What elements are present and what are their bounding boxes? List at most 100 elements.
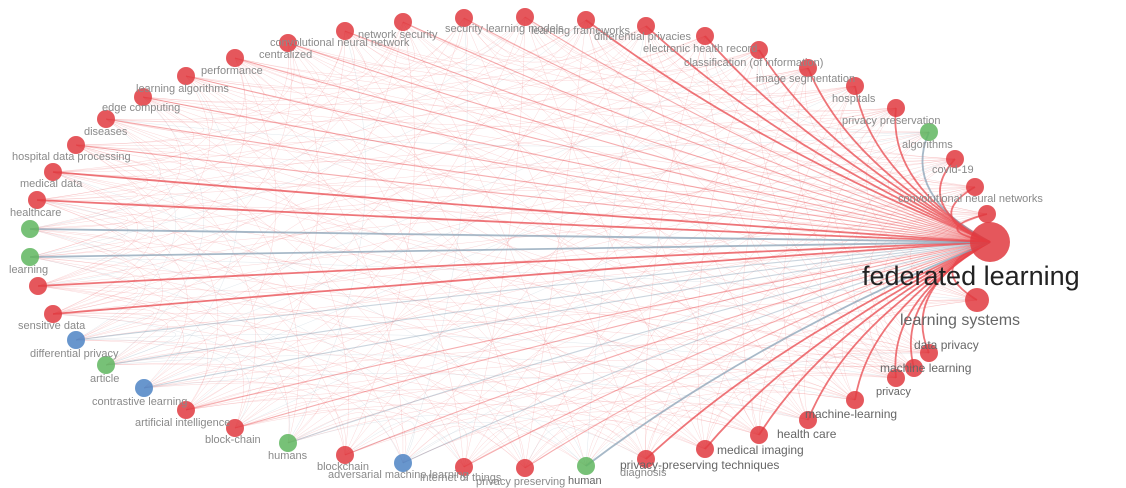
network-edge	[234, 16, 526, 429]
network-edge	[105, 118, 256, 429]
node-hos[interactable]	[846, 77, 864, 95]
network-edge	[524, 427, 587, 469]
network-edge	[29, 256, 856, 401]
node-ls[interactable]	[965, 288, 989, 312]
node-dg[interactable]	[637, 450, 655, 468]
node-is[interactable]	[799, 59, 817, 77]
node-aml[interactable]	[394, 454, 412, 472]
node-lm[interactable]	[516, 8, 534, 26]
node-label-perf: performance	[201, 65, 263, 77]
network-edge	[645, 25, 930, 354]
network-edge	[105, 118, 991, 243]
network-edge	[463, 17, 587, 59]
node-hdp[interactable]	[67, 136, 85, 154]
network-edge	[402, 21, 809, 421]
network-edge	[37, 285, 809, 421]
node-ehr[interactable]	[696, 27, 714, 45]
network-edge	[105, 30, 346, 366]
node-bc[interactable]	[336, 446, 354, 464]
network-edge	[820, 361, 897, 401]
network-edge	[645, 107, 897, 460]
node-cnn[interactable]	[336, 22, 354, 40]
node-u1[interactable]	[29, 277, 47, 295]
network-edge	[344, 420, 415, 464]
node-ec[interactable]	[134, 88, 152, 106]
network-edge	[29, 256, 647, 460]
node-hu[interactable]	[577, 457, 595, 475]
node-bch[interactable]	[226, 419, 244, 437]
node-ns[interactable]	[394, 13, 412, 31]
network-edge	[29, 16, 526, 230]
network-edge	[185, 75, 349, 456]
hub-edge	[143, 241, 991, 389]
node-cov[interactable]	[946, 150, 964, 168]
network-edge	[142, 96, 300, 444]
node-u2[interactable]	[28, 191, 46, 209]
network-edge	[36, 199, 915, 369]
node-dis[interactable]	[97, 110, 115, 128]
network-edge	[287, 42, 760, 82]
network-edge	[841, 213, 988, 401]
network-edge	[142, 96, 526, 469]
node-label-ppt: privacy-preserving techniques	[620, 458, 779, 472]
node-la[interactable]	[177, 67, 195, 85]
node-pp[interactable]	[516, 459, 534, 477]
node-cen[interactable]	[279, 34, 297, 52]
network-edge	[105, 118, 465, 468]
network-edge	[234, 57, 647, 460]
network-edge	[29, 30, 346, 258]
hub-edge	[29, 228, 991, 243]
network-edge	[524, 424, 647, 469]
node-label-cnn: convolutional neural network	[270, 37, 410, 49]
node-cnns[interactable]	[966, 178, 984, 196]
network-edge	[524, 391, 856, 469]
network-edge	[185, 213, 988, 411]
network-edge	[585, 19, 915, 369]
node-cl[interactable]	[135, 379, 153, 397]
node-iot[interactable]	[455, 458, 473, 476]
network-edge	[52, 171, 976, 192]
node-sd[interactable]	[44, 305, 62, 323]
network-edge	[185, 389, 760, 436]
node-mlh[interactable]	[846, 391, 864, 409]
node-ml[interactable]	[905, 359, 923, 377]
network-edge	[75, 42, 292, 341]
node-ar[interactable]	[97, 356, 115, 374]
node-dpr[interactable]	[637, 17, 655, 35]
node-u3[interactable]	[978, 205, 996, 223]
network-edge	[29, 228, 146, 341]
network-edge	[37, 285, 587, 467]
node-alg[interactable]	[920, 123, 938, 141]
node-le[interactable]	[21, 248, 39, 266]
node-mi[interactable]	[750, 426, 768, 444]
network-edge	[287, 386, 856, 444]
network-edge	[402, 411, 760, 464]
network-edge	[185, 57, 277, 99]
node-perf[interactable]	[226, 49, 244, 67]
network-edge	[585, 19, 897, 111]
node-dpv[interactable]	[67, 331, 85, 349]
network-edge	[105, 42, 295, 123]
node-label-cov: covid-19	[932, 164, 974, 176]
network-edge	[52, 21, 404, 173]
network-edge	[143, 21, 404, 389]
node-fl[interactable]	[970, 222, 1010, 262]
node-hus[interactable]	[279, 434, 297, 452]
hub-edge	[704, 241, 991, 450]
node-md[interactable]	[44, 163, 62, 181]
node-lf[interactable]	[577, 11, 595, 29]
node-sec[interactable]	[455, 9, 473, 27]
node-hcare[interactable]	[21, 220, 39, 238]
network-edge	[52, 312, 915, 369]
hub-edge	[402, 21, 991, 243]
network-edge	[645, 416, 706, 460]
node-dp[interactable]	[920, 344, 938, 362]
node-pr[interactable]	[887, 369, 905, 387]
node-ppres[interactable]	[887, 99, 905, 117]
node-coi[interactable]	[750, 41, 768, 59]
network-edge	[105, 49, 760, 124]
node-ai[interactable]	[177, 401, 195, 419]
node-ppt[interactable]	[696, 440, 714, 458]
network-edge	[402, 21, 856, 95]
node-hc[interactable]	[799, 411, 817, 429]
